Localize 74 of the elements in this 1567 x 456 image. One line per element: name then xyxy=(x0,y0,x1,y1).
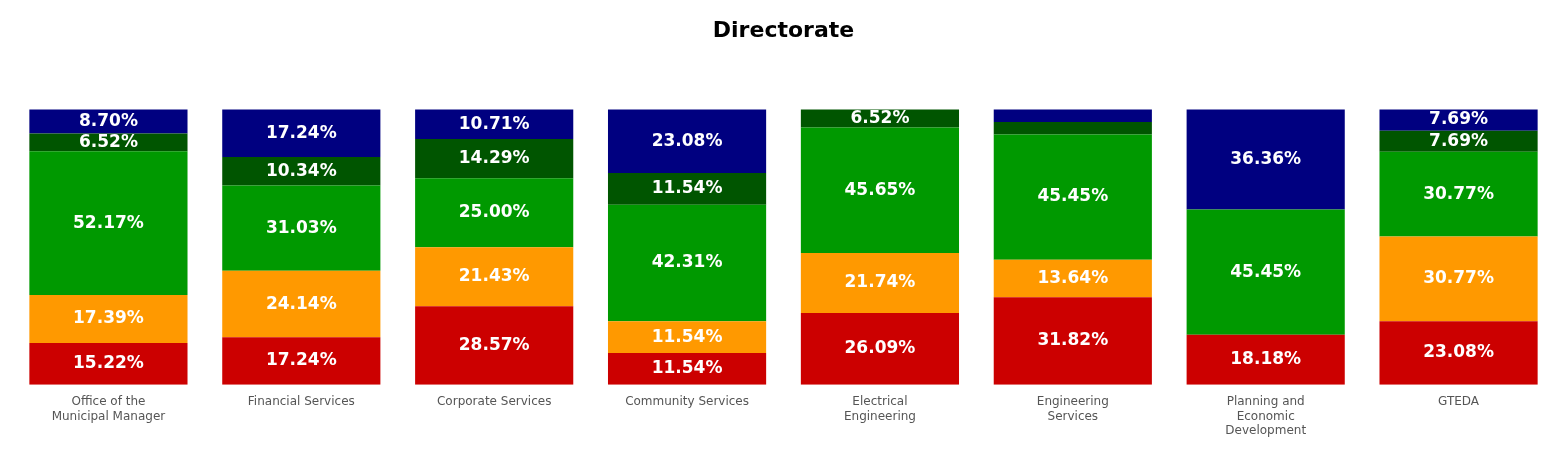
bar xyxy=(1379,321,1538,385)
bar xyxy=(222,270,381,338)
data-label: 14.29% xyxy=(458,147,530,168)
data-label: 52.17% xyxy=(73,211,144,232)
data-label: 13.64% xyxy=(1037,266,1109,287)
bar xyxy=(415,138,574,179)
data-label: 8.70% xyxy=(78,109,138,130)
bar xyxy=(1186,109,1345,210)
data-label: 30.77% xyxy=(1423,267,1494,288)
data-label: 6.52% xyxy=(78,130,138,151)
data-label: 31.82% xyxy=(1037,329,1109,350)
bar xyxy=(29,151,188,296)
x-tick-label: Engineering Services xyxy=(1036,394,1109,423)
data-label: 15.22% xyxy=(73,352,144,373)
bar xyxy=(415,109,574,139)
data-label: 10.34% xyxy=(265,159,337,180)
bar xyxy=(800,312,960,385)
data-label: 45.45% xyxy=(1037,185,1109,206)
data-label: 11.54% xyxy=(651,357,723,378)
data-label: 17.24% xyxy=(265,121,337,142)
data-label: 21.43% xyxy=(458,265,530,286)
x-tick-label: Office of the Municipal Manager xyxy=(51,394,166,423)
data-label: 11.54% xyxy=(651,177,723,198)
data-label: 42.31% xyxy=(651,251,723,272)
x-tick-label: Planning and Economic Development xyxy=(1225,394,1307,437)
data-label: 45.45% xyxy=(1230,260,1302,281)
bar xyxy=(1186,334,1345,385)
bar xyxy=(1379,109,1538,131)
data-label: 6.52% xyxy=(850,106,910,127)
x-tick-label: Electrical Engineering xyxy=(843,394,916,423)
bar xyxy=(800,127,960,254)
data-label: 45.65% xyxy=(844,178,916,199)
x-tick-label: Corporate Services xyxy=(436,394,552,409)
bar xyxy=(415,247,574,307)
bar xyxy=(1379,236,1538,322)
bar xyxy=(607,172,767,205)
data-label: 11.54% xyxy=(651,325,723,346)
data-label: 24.14% xyxy=(265,292,337,313)
bar xyxy=(993,121,1152,135)
data-label: 31.03% xyxy=(265,216,337,237)
data-label: 23.08% xyxy=(1423,341,1494,362)
bar xyxy=(222,337,381,385)
x-tick-label: Financial Services xyxy=(247,394,355,409)
bar xyxy=(607,321,767,354)
bar xyxy=(29,342,188,385)
bar xyxy=(222,185,381,271)
bar xyxy=(607,109,767,173)
data-label: 7.69% xyxy=(1429,108,1489,129)
bar xyxy=(415,306,574,385)
bar xyxy=(993,109,1152,122)
bar xyxy=(993,134,1152,260)
data-label: 26.09% xyxy=(844,337,916,358)
data-label: 36.36% xyxy=(1230,147,1302,168)
data-label: 17.39% xyxy=(73,307,144,328)
bar xyxy=(607,204,767,322)
bar xyxy=(415,178,574,248)
data-label: 25.00% xyxy=(458,201,530,222)
bar xyxy=(800,253,960,313)
x-tick-label: GTEDA xyxy=(1438,394,1480,409)
bar xyxy=(29,295,188,343)
data-label: 21.74% xyxy=(844,271,916,292)
data-label: 17.24% xyxy=(265,349,337,370)
bar xyxy=(1379,151,1538,237)
data-label: 30.77% xyxy=(1423,182,1494,203)
data-label: 23.08% xyxy=(651,129,723,150)
data-label: 10.71% xyxy=(458,112,530,133)
bar xyxy=(1186,209,1345,335)
chart-title: Directorate xyxy=(712,16,855,42)
bar xyxy=(222,109,381,157)
bar xyxy=(993,297,1152,385)
data-label: 28.57% xyxy=(458,333,530,354)
x-tick-label: Community Services xyxy=(625,394,749,409)
data-label: 18.18% xyxy=(1230,348,1302,369)
data-label: 7.69% xyxy=(1429,129,1489,150)
